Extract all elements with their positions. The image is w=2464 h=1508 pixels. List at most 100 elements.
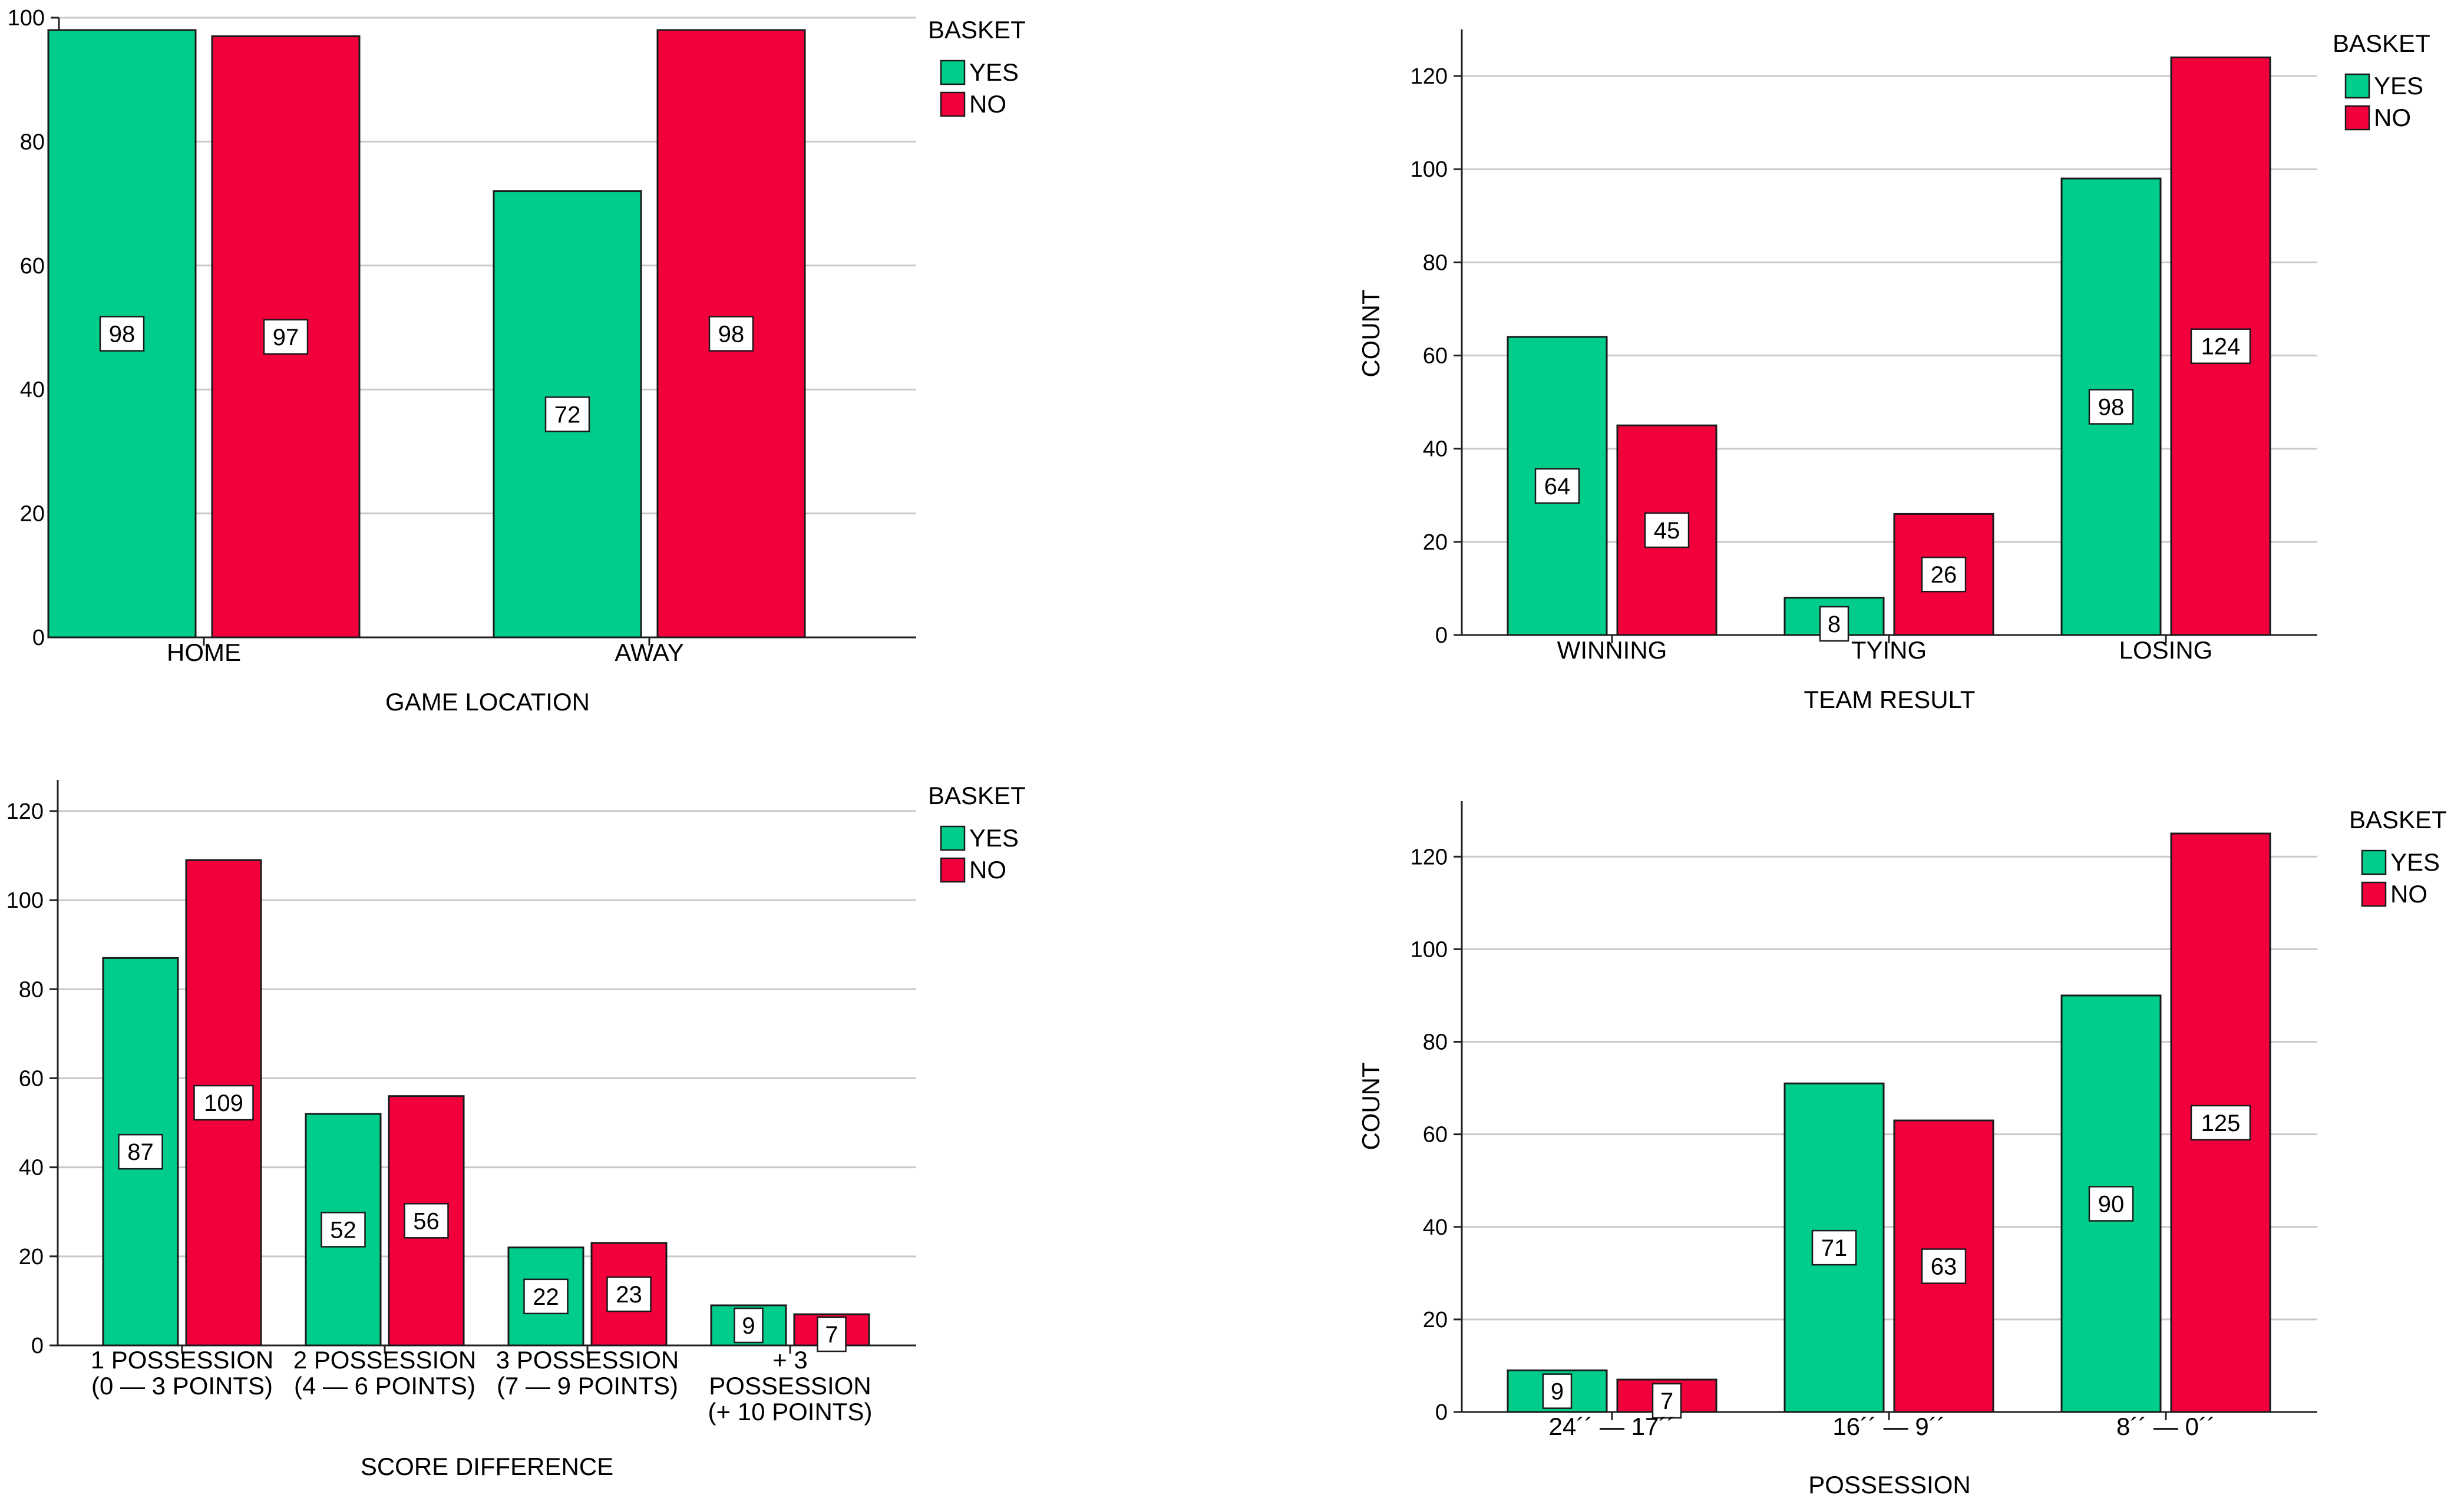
data-label: 9 bbox=[1551, 1379, 1564, 1405]
x-category-label: (+ 10 POINTS) bbox=[708, 1398, 873, 1426]
data-label: 98 bbox=[109, 322, 136, 348]
data-label: 71 bbox=[1821, 1235, 1848, 1261]
y-tick-label: 80 bbox=[1423, 250, 1448, 275]
legend-label-no: NO bbox=[2390, 880, 2427, 908]
data-label: 23 bbox=[616, 1282, 642, 1308]
x-category-label: HOME bbox=[167, 639, 241, 666]
data-label: 72 bbox=[554, 402, 581, 428]
y-tick-label: 0 bbox=[1435, 623, 1448, 648]
data-label-box bbox=[1534, 468, 1580, 504]
x-axis-title: GAME LOCATION bbox=[385, 688, 590, 716]
y-tick-label: 40 bbox=[1423, 1215, 1448, 1240]
legend-label-no: NO bbox=[2374, 104, 2411, 131]
legend-title: BASKET bbox=[2349, 806, 2447, 834]
chart-svg: 0 20 40 60 80 100 120 9 724´´ — 17´´ 71 63 16´´ — 9… bbox=[1357, 801, 2447, 1499]
legend-swatch-no bbox=[2344, 105, 2370, 131]
x-category-label: (7 — 9 POINTS) bbox=[497, 1372, 678, 1400]
x-category-label: POSSESSION bbox=[709, 1372, 871, 1400]
chart-team-result: 0 20 40 60 80 100 120 64 45 WINNING 8 26 TYING 98 124 L… bbox=[1232, 0, 2463, 754]
legend-swatch-no bbox=[940, 91, 966, 117]
x-category-label: LOSING bbox=[2119, 636, 2213, 664]
data-label-box bbox=[2190, 1104, 2251, 1141]
data-label-box bbox=[321, 1212, 366, 1248]
x-category-label: AWAY bbox=[615, 639, 683, 666]
x-category-label: 2 POSSESSION bbox=[293, 1346, 476, 1374]
x-category-label: (0 — 3 POINTS) bbox=[91, 1372, 273, 1400]
chart-svg: 0 20 40 60 80 100 120 64 45 WINNING 8 26 TYING 98 124 L… bbox=[1357, 29, 2430, 713]
y-tick-label: 60 bbox=[20, 254, 45, 279]
legend-swatch-yes bbox=[940, 59, 966, 85]
data-label-box bbox=[2088, 389, 2134, 425]
data-label-box bbox=[1652, 1383, 1682, 1419]
data-label-box bbox=[1644, 512, 1690, 548]
x-axis-title: SCORE DIFFERENCE bbox=[361, 1453, 613, 1480]
legend-label-no: NO bbox=[969, 90, 1006, 118]
legend-swatch-yes bbox=[940, 825, 966, 851]
y-tick-label: 60 bbox=[1423, 344, 1448, 369]
data-label: 7 bbox=[825, 1322, 838, 1348]
legend-label-yes: YES bbox=[2374, 72, 2423, 100]
chart-possession: 0 20 40 60 80 100 120 9 7 24´´ — 17´´ 71 63 16´´ — 9… bbox=[1232, 754, 2463, 1508]
y-tick-label: 0 bbox=[31, 1334, 44, 1358]
y-tick-label: 20 bbox=[1423, 530, 1448, 555]
data-label: 64 bbox=[1544, 474, 1571, 500]
y-tick-label: 0 bbox=[1435, 1400, 1448, 1425]
chart-score-difference: 0 20 40 60 80 100 120 87 109 1 POSSESSION (0 — 3 P… bbox=[0, 754, 1231, 1508]
data-label-box bbox=[2190, 328, 2251, 364]
data-label: 52 bbox=[330, 1217, 356, 1243]
y-tick-label: 60 bbox=[1423, 1123, 1448, 1147]
data-label-box bbox=[2088, 1186, 2134, 1222]
y-tick-label: 40 bbox=[20, 378, 45, 402]
x-category-label: 24´´ — 17´´ bbox=[1549, 1413, 1676, 1440]
data-label-box bbox=[404, 1203, 449, 1239]
legend-swatch-yes bbox=[2344, 73, 2370, 99]
y-tick-label: 40 bbox=[19, 1156, 44, 1180]
legend-swatch-no bbox=[940, 857, 966, 883]
data-label: 9 bbox=[742, 1313, 755, 1339]
x-axis-title: POSSESSION bbox=[1808, 1471, 1970, 1499]
data-label: 26 bbox=[1931, 562, 1957, 588]
data-label-box bbox=[263, 319, 309, 355]
chart-svg: 0 20 40 60 80 100 120 87 109 1 POSSESSION(0 — 3 P… bbox=[6, 780, 1026, 1480]
y-tick-label: 0 bbox=[32, 626, 45, 650]
x-axis-title: TEAM RESULT bbox=[1804, 686, 1976, 713]
y-tick-label: 80 bbox=[1423, 1030, 1448, 1055]
y-tick-label: 80 bbox=[20, 130, 45, 154]
y-tick-label: 120 bbox=[1411, 845, 1448, 869]
y-tick-label: 100 bbox=[8, 6, 45, 31]
chart-game-location: 0 20 40 60 80 100 98 97 HOME 72 98 AWAY GAME LOCATIO… bbox=[0, 0, 1231, 754]
legend-label-no: NO bbox=[969, 856, 1006, 884]
y-axis-title: COUNT bbox=[1357, 289, 1385, 377]
y-tick-label: 20 bbox=[19, 1245, 44, 1269]
data-label: 8 bbox=[1828, 611, 1841, 637]
data-label: 56 bbox=[413, 1208, 440, 1234]
data-label-box bbox=[1921, 556, 1967, 593]
x-category-label: 8´´ — 0´´ bbox=[2116, 1413, 2215, 1440]
y-tick-label: 100 bbox=[6, 888, 44, 913]
data-label-box bbox=[523, 1278, 569, 1315]
legend-swatch-yes bbox=[2361, 849, 2387, 875]
chart-svg: 0 20 40 60 80 100 98 97 HOME 72 98 AWAY GAME LOCATIO… bbox=[8, 6, 1026, 716]
data-label: 7 bbox=[1660, 1388, 1673, 1414]
data-label-box bbox=[1819, 606, 1849, 642]
data-label: 90 bbox=[2098, 1191, 2125, 1217]
x-category-label: (4 — 6 POINTS) bbox=[294, 1372, 475, 1400]
x-category-label: 3 POSSESSION bbox=[496, 1346, 679, 1374]
data-label: 98 bbox=[718, 322, 745, 348]
y-tick-label: 120 bbox=[1411, 64, 1448, 89]
data-label: 63 bbox=[1931, 1254, 1957, 1280]
data-label-box bbox=[734, 1307, 764, 1344]
y-tick-label: 100 bbox=[1411, 157, 1448, 182]
y-tick-label: 20 bbox=[20, 502, 45, 527]
data-label-box bbox=[817, 1316, 847, 1352]
x-category-label: + 3 bbox=[772, 1346, 808, 1374]
data-label-box bbox=[99, 316, 145, 352]
data-label: 87 bbox=[127, 1139, 154, 1165]
data-label-box bbox=[1921, 1248, 1967, 1284]
x-category-label: WINNING bbox=[1557, 636, 1667, 664]
legend-label-yes: YES bbox=[969, 58, 1019, 86]
data-label: 125 bbox=[2201, 1110, 2241, 1136]
data-label-box bbox=[118, 1133, 163, 1170]
data-label: 98 bbox=[2098, 395, 2125, 421]
data-label-box bbox=[193, 1084, 254, 1121]
